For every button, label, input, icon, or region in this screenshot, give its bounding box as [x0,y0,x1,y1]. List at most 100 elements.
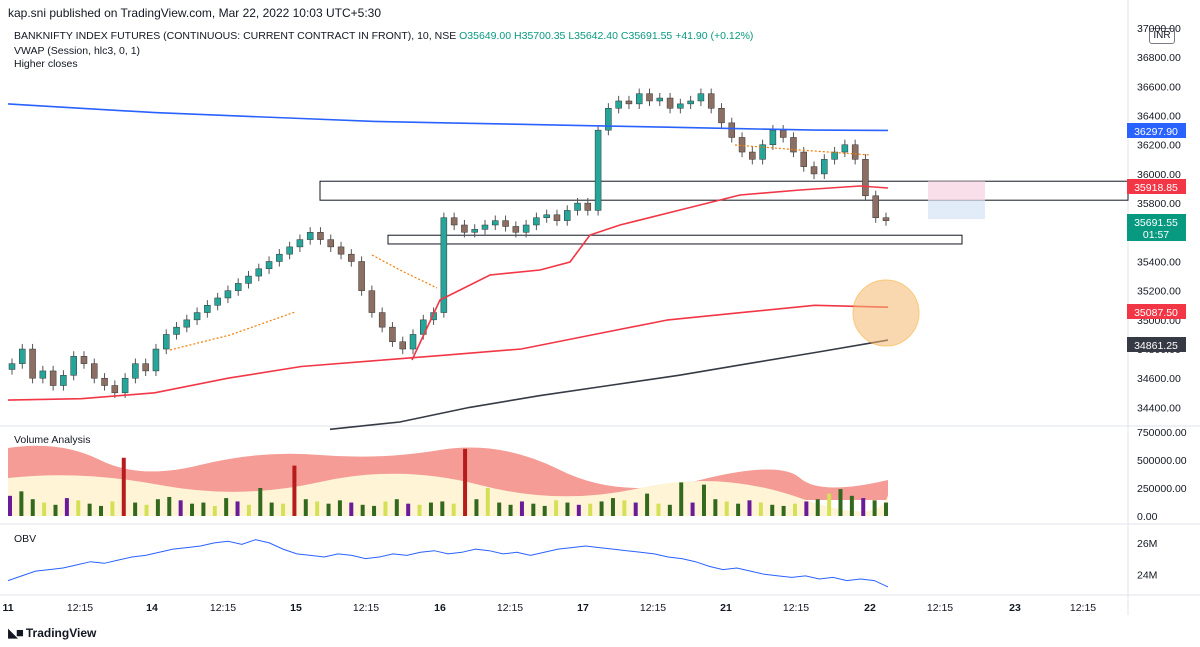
candle-body [481,224,489,230]
volume-bar [224,498,229,516]
time-axis-label: 16 [434,602,446,614]
candle-body [317,232,324,240]
volume-bar [519,501,524,516]
volume-bar [474,499,479,516]
candle-body [19,348,26,364]
candle-body [697,93,705,102]
volume-bar [178,500,183,516]
tradingview-logo[interactable]: ◣■ TradingView [8,625,96,641]
higher-closes-legend[interactable]: Higher closes [14,58,78,70]
symbol-legend: BANKNIFTY INDEX FUTURES (CONTINUOUS: CUR… [14,30,753,42]
volume-bar [622,500,627,516]
candle-body [337,246,345,255]
candle-body [574,202,581,211]
candle-body [368,290,376,313]
volume-bar [42,502,47,516]
price-tag [1127,123,1186,138]
volume-bar [337,500,342,516]
volume-bar [394,499,399,516]
candle-body [440,217,448,313]
candle-body [142,363,149,372]
price-tick-label: 34400.00 [1137,402,1181,414]
price-tick-label: 36600.00 [1137,81,1181,93]
volume-bar [565,502,570,516]
volume-bar [406,503,411,516]
candle-body [492,220,499,226]
time-axis-label: 12:15 [497,602,523,614]
candle-body [584,202,592,211]
candle-body [224,290,232,299]
ohlc-close: C35691.55 [620,30,673,42]
volume-bar [144,504,149,516]
indicator-line [7,304,889,401]
time-axis-label: 12:15 [67,602,93,614]
candle-body [677,103,684,109]
tradingview-logo-icon: ◣■ [8,625,24,640]
obv-tick-label: 24M [1137,569,1157,581]
obv-pane-title[interactable]: OBV [14,533,37,545]
volume-bar [827,493,832,516]
price-tick-label: 36000.00 [1137,169,1181,181]
volume-bar [235,501,240,516]
volume-bar [770,504,775,516]
volume-bar [736,503,741,516]
ohlc-low: L35642.40 [568,30,618,42]
candle-body [183,319,191,328]
candle-body [286,246,293,255]
vwap-dotted [734,144,871,156]
candle-body [718,108,725,124]
candle-body [831,151,838,160]
candle-body [80,356,88,364]
volume-bar [281,503,286,516]
candle-body [234,283,242,291]
price-tag [1127,304,1186,319]
time-axis-label: 12:15 [210,602,236,614]
vwap-dotted [169,311,296,351]
candle-body [851,144,859,160]
price-tag [1127,337,1186,352]
price-tag [1127,226,1186,241]
candle-body [358,261,365,291]
volume-bar [747,500,752,516]
candle-body [615,100,622,109]
volume-bar [485,488,490,516]
symbol-name[interactable]: BANKNIFTY INDEX FUTURES (CONTINUOUS: CUR… [14,30,457,42]
volume-bar [326,503,331,516]
volume-bar [258,488,263,516]
volume-bar [315,501,320,516]
candle-body [29,348,36,379]
price-tick-label: 37000.00 [1137,23,1181,35]
vwap-legend[interactable]: VWAP (Session, hlc3, 0, 1) [14,45,141,57]
candle-body [39,370,47,379]
candle-body [348,253,355,262]
volume-bar [645,493,650,516]
volume-bar [792,503,797,516]
price-tag-label: 36297.90 [1134,126,1178,138]
volume-pane-title[interactable]: Volume Analysis [14,434,91,446]
time-axis-label: 15 [290,602,302,614]
volume-bar [303,499,308,516]
volume-bar [508,504,513,516]
currency-badge[interactable]: INR [1149,28,1175,44]
highlight-box-pink [928,181,985,201]
candle-body [162,334,170,350]
candle-body [265,261,273,270]
time-axis-label: 11 [2,602,13,614]
volume-bar [463,448,468,516]
price-tag-label: 34861.25 [1134,340,1178,352]
candle-body [635,93,643,105]
candle-body [204,305,211,313]
candle-body [666,97,674,109]
candle-body [399,341,406,350]
volume-bar [167,496,172,516]
volume-bar [815,499,820,516]
vwap-line [411,185,889,361]
volume-bar [542,505,547,516]
volume-bar [531,503,536,516]
obv-tick-label: 26M [1137,538,1157,550]
volume-tick-label: 500000.00 [1137,455,1187,467]
volume-bar [360,504,365,516]
candle-body [882,217,890,221]
candle-body [409,334,417,350]
